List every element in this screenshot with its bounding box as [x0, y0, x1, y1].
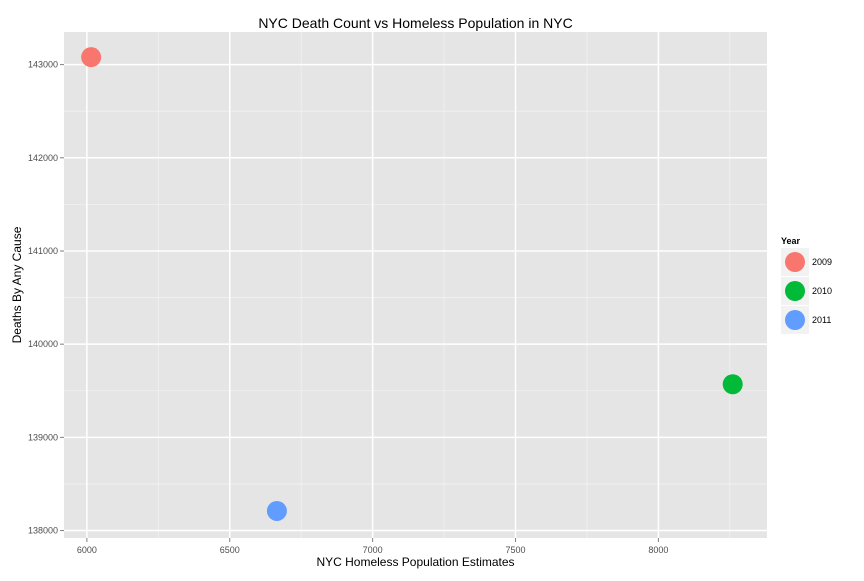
legend-label-2010: 2010 [812, 286, 832, 296]
legend-label-2011: 2011 [812, 315, 831, 325]
chart-title: NYC Death Count vs Homeless Population i… [258, 15, 572, 31]
legend-label-2009: 2009 [812, 257, 832, 267]
x-tick-label: 7000 [363, 545, 383, 555]
legend-key-2011 [785, 310, 805, 330]
data-point-2010 [722, 374, 743, 395]
grid-minor [64, 32, 767, 538]
data-point-2011 [266, 500, 287, 521]
y-tick-label: 139000 [28, 432, 58, 442]
x-axis-ticks: 6000 6500 7000 7500 8000 [77, 538, 668, 555]
y-axis-label: Deaths By Any Cause [10, 226, 24, 343]
y-tick-label: 141000 [28, 246, 58, 256]
x-axis-label: NYC Homeless Population Estimates [316, 555, 514, 569]
legend-items: 2009 2010 2011 [781, 248, 832, 334]
x-tick-label: 6000 [77, 545, 97, 555]
y-axis-ticks: 138000 139000 140000 141000 142000 143000 [28, 60, 64, 536]
legend-title: Year [781, 236, 801, 246]
x-tick-label: 7500 [506, 545, 526, 555]
grid-major [64, 32, 767, 538]
plot-panel [64, 32, 767, 538]
y-tick-label: 142000 [28, 153, 58, 163]
legend: Year 2009 2010 2011 [781, 236, 832, 334]
data-point-2009 [81, 47, 102, 68]
x-tick-label: 6500 [220, 545, 240, 555]
data-points [81, 47, 743, 521]
legend-key-2009 [785, 252, 805, 272]
y-tick-label: 143000 [28, 60, 58, 70]
y-tick-label: 138000 [28, 526, 58, 536]
legend-key-2010 [785, 281, 805, 301]
x-tick-label: 8000 [648, 545, 668, 555]
y-tick-label: 140000 [28, 339, 58, 349]
